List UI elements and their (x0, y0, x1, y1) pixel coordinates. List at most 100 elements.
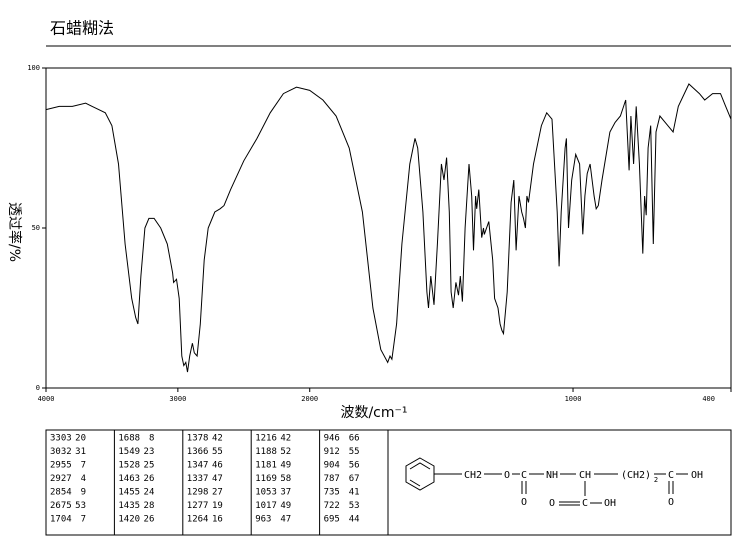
peak-wavenumber: 1188 (255, 447, 277, 457)
peak-wavenumber: 787 (324, 474, 340, 484)
peak-transmittance: 25 (144, 461, 155, 471)
peak-transmittance: 24 (144, 488, 155, 498)
peak-wavenumber: 1463 (118, 474, 140, 484)
peak-transmittance: 41 (349, 488, 360, 498)
plot-frame (45, 67, 732, 389)
peak-wavenumber: 1277 (187, 501, 209, 511)
peak-transmittance: 20 (75, 434, 86, 444)
peak-wavenumber: 722 (324, 501, 340, 511)
y-tick-label: 100 (27, 64, 40, 72)
structure-label: 2 (654, 476, 658, 484)
peak-transmittance: 8 (149, 434, 154, 444)
peak-transmittance: 26 (144, 515, 155, 525)
peak-wavenumber: 1017 (255, 501, 277, 511)
peak-wavenumber: 963 (255, 515, 271, 525)
spectrum-line (45, 83, 732, 373)
peak-wavenumber: 3303 (50, 434, 72, 444)
peak-wavenumber: 1704 (50, 515, 72, 525)
structure-label: CH2 (464, 470, 482, 481)
peak-transmittance: 55 (349, 447, 360, 457)
peak-transmittance: 7 (81, 461, 86, 471)
peak-transmittance: 47 (280, 515, 291, 525)
y-tick-label: 50 (32, 224, 40, 232)
structure-label: C (668, 470, 674, 481)
peak-transmittance: 9 (81, 488, 86, 498)
peak-wavenumber: 1455 (118, 488, 140, 498)
peak-transmittance: 28 (144, 501, 155, 511)
peak-wavenumber: 2955 (50, 461, 72, 471)
peak-wavenumber: 2927 (50, 474, 72, 484)
peak-transmittance: 42 (212, 434, 223, 444)
benzene-ring (405, 457, 435, 491)
peak-wavenumber: 912 (324, 447, 340, 457)
peak-transmittance: 44 (349, 515, 360, 525)
x-label: 波数/cm⁻¹ (340, 405, 407, 421)
x-tick-label: 2000 (301, 395, 318, 403)
peak-transmittance: 31 (75, 447, 86, 457)
ring-bond (409, 462, 431, 470)
x-tick-label: 400 (702, 395, 715, 403)
structure-label: O (549, 498, 555, 509)
peak-wavenumber: 1420 (118, 515, 140, 525)
peak-transmittance: 49 (280, 501, 291, 511)
peak-wavenumber: 904 (324, 461, 340, 471)
peak-wavenumber: 1169 (255, 474, 277, 484)
peak-transmittance: 58 (280, 474, 291, 484)
peak-wavenumber: 3032 (50, 447, 72, 457)
peak-transmittance: 55 (212, 447, 223, 457)
peak-transmittance: 19 (212, 501, 223, 511)
peak-wavenumber: 1688 (118, 434, 140, 444)
peak-transmittance: 42 (280, 434, 291, 444)
x-tick-label: 1000 (565, 395, 582, 403)
x-tick-label: 3000 (169, 395, 186, 403)
peak-wavenumber: 1528 (118, 461, 140, 471)
ring-bond (409, 479, 421, 487)
peak-transmittance: 52 (280, 447, 291, 457)
peak-transmittance: 7 (81, 515, 86, 525)
peak-wavenumber: 1337 (187, 474, 209, 484)
title: 石蜡糊法 (50, 19, 114, 38)
peak-wavenumber: 1264 (187, 515, 209, 525)
structure-label: C (521, 470, 527, 481)
x-tick-label: 4000 (38, 395, 55, 403)
peak-wavenumber: 1053 (255, 488, 277, 498)
peak-transmittance: 56 (349, 461, 360, 471)
y-tick-label: 0 (36, 384, 40, 392)
peak-transmittance: 37 (280, 488, 291, 498)
peak-wavenumber: 1216 (255, 434, 277, 444)
peak-wavenumber: 2854 (50, 488, 72, 498)
structure-label: OH (691, 470, 703, 481)
peak-transmittance: 53 (349, 501, 360, 511)
peak-wavenumber: 695 (324, 515, 340, 525)
peak-transmittance: 4 (81, 474, 86, 484)
structure-label: O (504, 470, 510, 481)
structure-label: (CH2) (621, 470, 651, 481)
peak-wavenumber: 2675 (50, 501, 72, 511)
structure (405, 457, 688, 506)
peak-wavenumber: 1435 (118, 501, 140, 511)
peak-wavenumber: 1378 (187, 434, 209, 444)
peak-transmittance: 16 (212, 515, 223, 525)
peak-transmittance: 66 (349, 434, 360, 444)
structure-label: C (582, 498, 588, 509)
peak-transmittance: 67 (349, 474, 360, 484)
peak-wavenumber: 735 (324, 488, 340, 498)
structure-label: OH (604, 498, 616, 509)
peak-transmittance: 53 (75, 501, 86, 511)
peak-transmittance: 23 (144, 447, 155, 457)
peak-wavenumber: 1366 (187, 447, 209, 457)
peak-wavenumber: 946 (324, 434, 340, 444)
peak-transmittance: 46 (212, 461, 223, 471)
peak-wavenumber: 1181 (255, 461, 277, 471)
peak-wavenumber: 1347 (187, 461, 209, 471)
peak-transmittance: 27 (212, 488, 223, 498)
structure-label: O (668, 497, 674, 508)
peak-wavenumber: 1549 (118, 447, 140, 457)
peak-transmittance: 26 (144, 474, 155, 484)
structure-label: NH (546, 470, 558, 481)
peak-transmittance: 47 (212, 474, 223, 484)
structure-label: O (521, 497, 527, 508)
y-label: 透过率/% (6, 202, 23, 262)
peak-wavenumber: 1298 (187, 488, 209, 498)
